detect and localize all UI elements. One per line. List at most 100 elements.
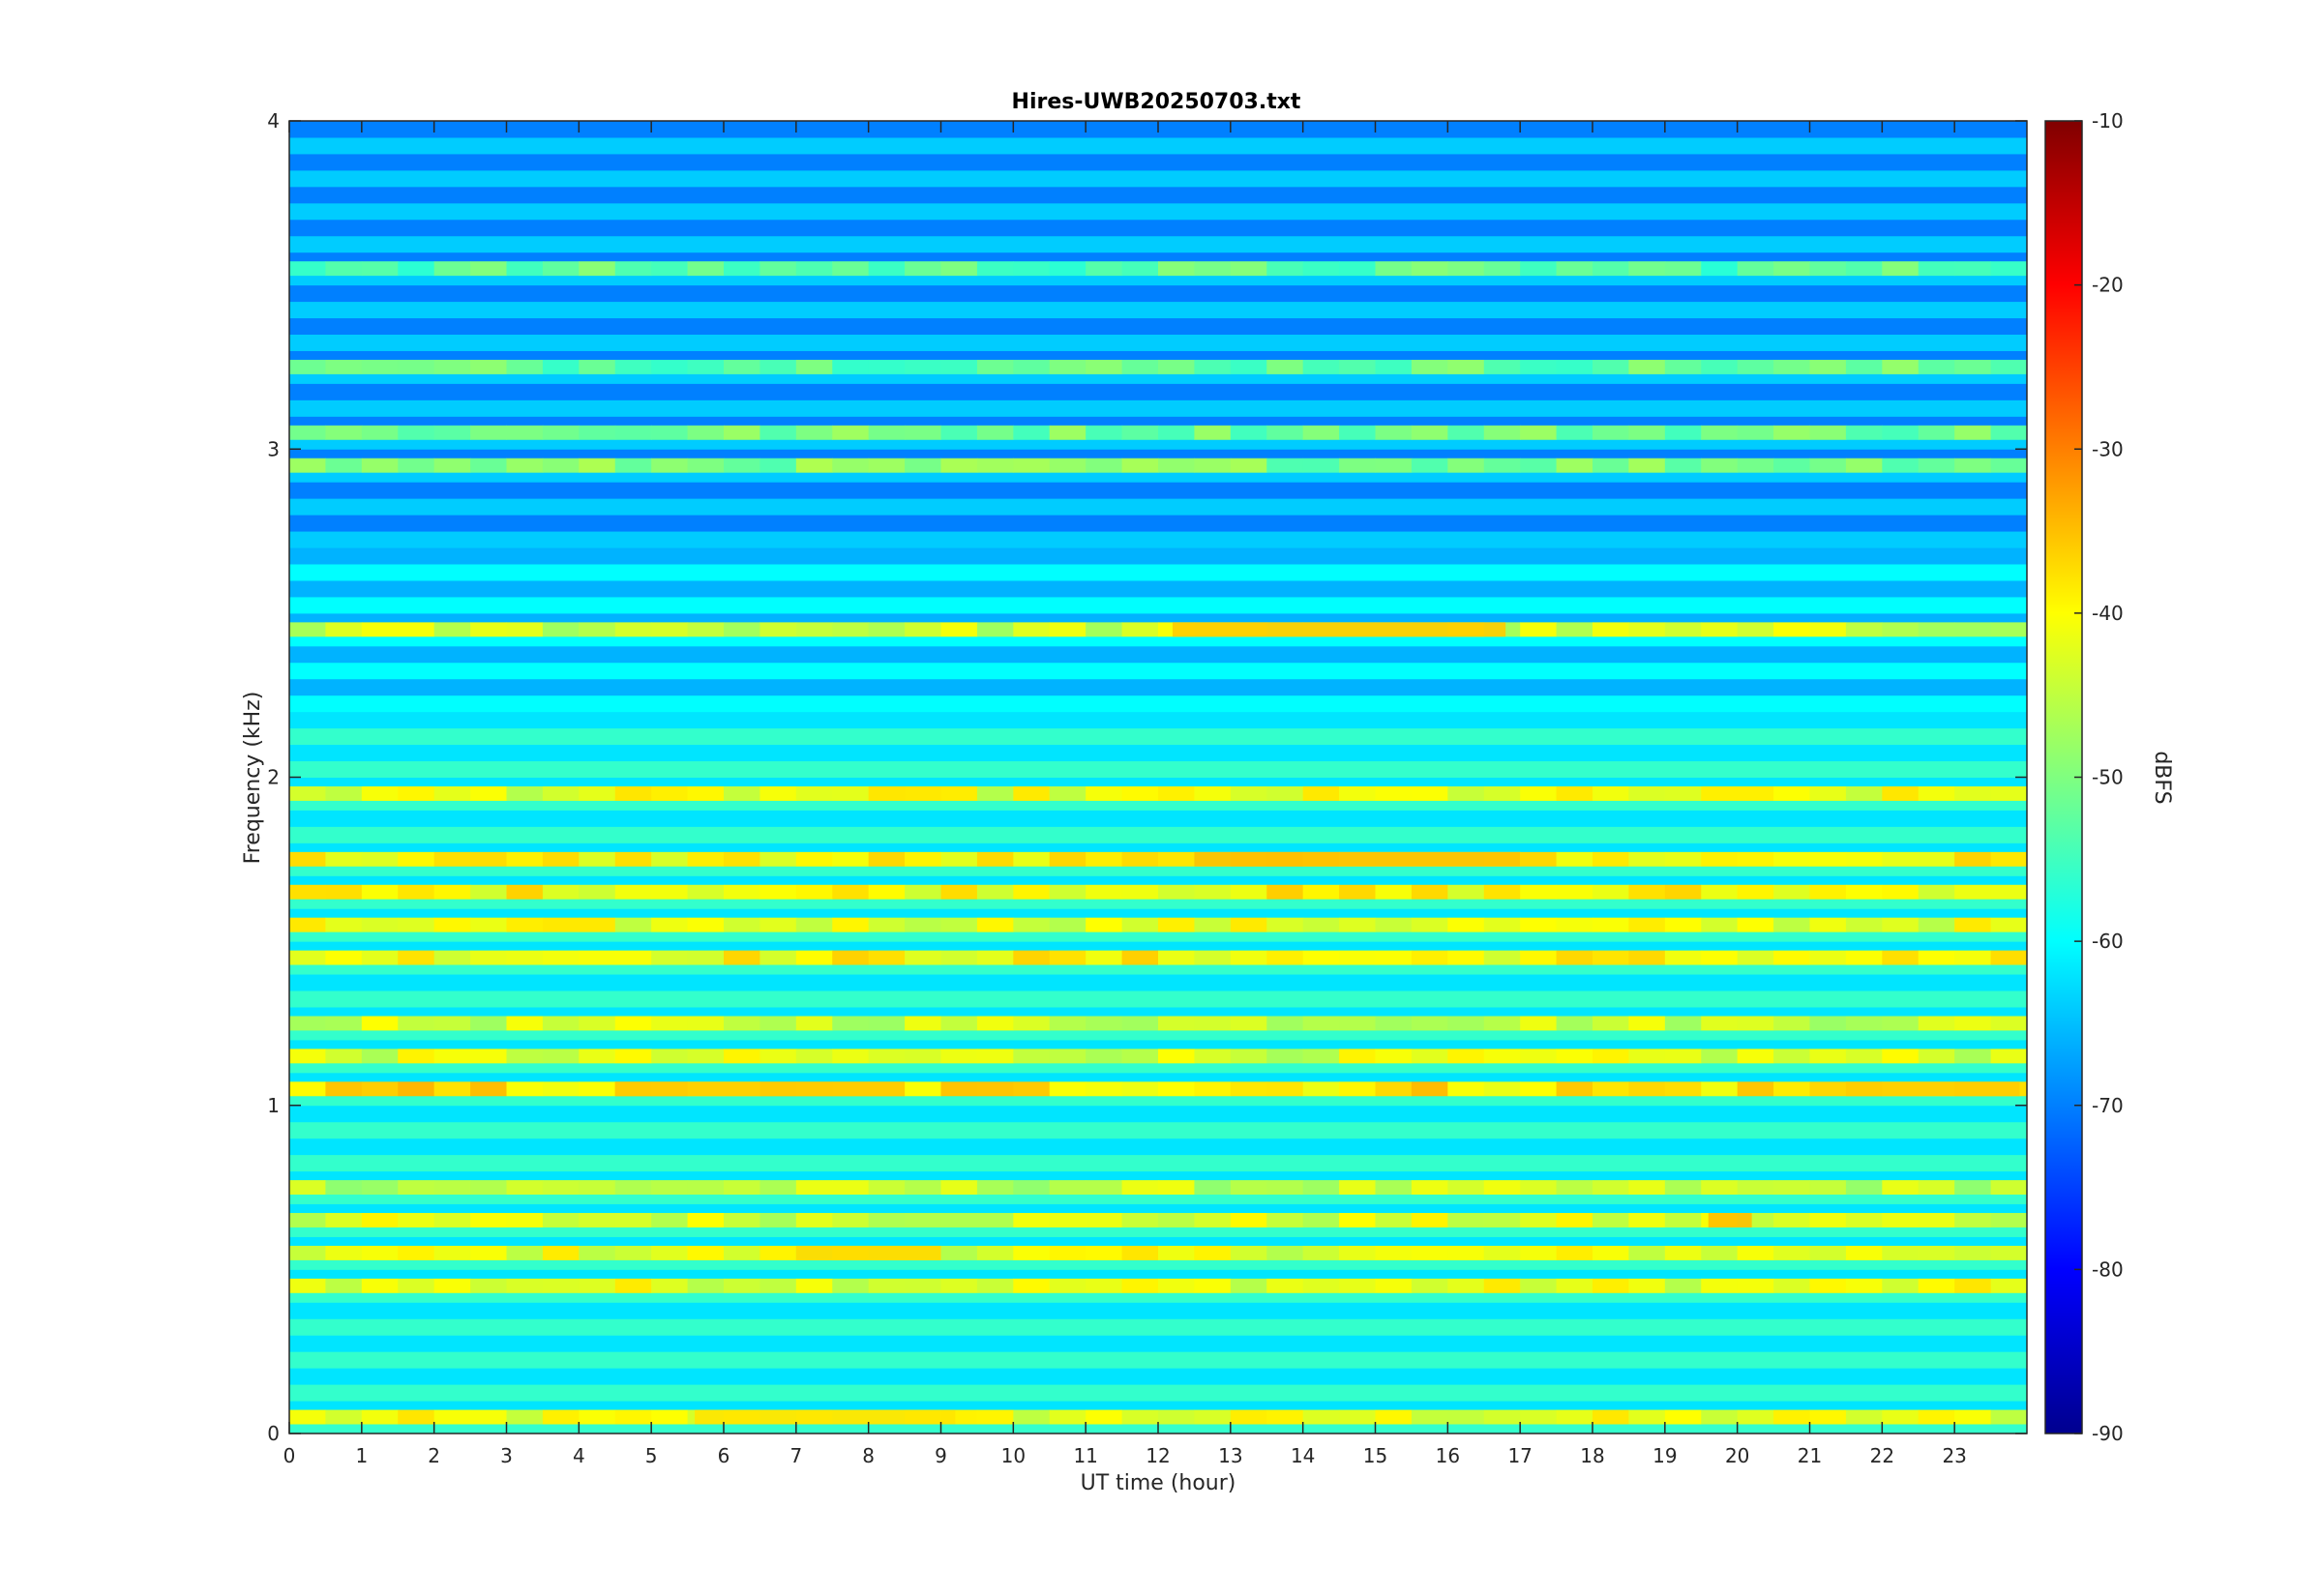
band-segment — [1447, 1081, 1485, 1097]
band-segment — [614, 1245, 652, 1260]
band-segment — [724, 950, 760, 965]
band-segment — [579, 1278, 616, 1293]
band-segment — [1375, 1278, 1413, 1293]
x-tick-label: 10 — [1001, 1444, 1026, 1467]
band-segment — [361, 1213, 399, 1227]
band-segment — [1121, 884, 1159, 900]
band-segment — [542, 1213, 580, 1227]
band-segment — [1266, 1081, 1304, 1097]
heat-row — [289, 515, 2027, 532]
band-segment — [1013, 1081, 1051, 1097]
band-segment — [1483, 458, 1521, 473]
band-segment — [1520, 1278, 1558, 1293]
band-segment — [1628, 1409, 1666, 1425]
band-segment — [1918, 851, 1955, 867]
band-segment — [1737, 950, 1774, 965]
band-segment — [759, 1049, 797, 1064]
band-segment — [1375, 785, 1413, 801]
band-segment — [724, 917, 760, 932]
heat-row — [289, 153, 2027, 171]
band-segment — [542, 359, 580, 374]
band-segment — [759, 261, 797, 277]
band-segment — [542, 458, 580, 473]
band-segment — [361, 458, 399, 473]
band-segment — [506, 1213, 544, 1227]
band-segment — [1954, 458, 1992, 473]
band-segment — [1520, 1213, 1558, 1227]
band-segment — [1954, 425, 1992, 440]
band-segment — [868, 1213, 906, 1227]
band-segment — [1593, 458, 1629, 473]
band-segment — [795, 884, 833, 900]
band-segment — [1593, 1049, 1629, 1064]
band-segment — [1049, 261, 1087, 277]
band-segment — [976, 851, 1014, 867]
band-segment — [1664, 917, 1702, 932]
band-segment — [1845, 1213, 1883, 1227]
band-segment — [361, 622, 399, 637]
band-segment — [1593, 851, 1629, 867]
band-segment — [1013, 458, 1051, 473]
band-segment — [579, 1180, 616, 1196]
band-segment — [1882, 950, 1920, 965]
band-segment — [868, 884, 906, 900]
band-segment — [1664, 785, 1702, 801]
band-segment — [651, 1409, 689, 1425]
heat-row — [289, 695, 2027, 713]
band-segment — [1121, 1278, 1159, 1293]
heat-row — [289, 169, 2027, 188]
band-segment — [1121, 1245, 1159, 1260]
band-segment — [1086, 1081, 1123, 1097]
band-segment — [940, 622, 978, 637]
band-segment — [1628, 1081, 1666, 1097]
band-segment — [724, 1245, 760, 1260]
band-segment — [1556, 785, 1593, 801]
band-segment — [1339, 1213, 1376, 1227]
band-segment — [1158, 1049, 1195, 1064]
band-segment — [1737, 458, 1774, 473]
band-segment — [832, 425, 870, 440]
band-segment — [1628, 851, 1666, 867]
heat-row — [289, 1335, 2027, 1352]
band-segment — [905, 1081, 941, 1097]
band-segment — [687, 622, 725, 637]
band-segment — [1483, 1016, 1521, 1031]
band-segment — [1664, 261, 1702, 277]
x-tick-label: 17 — [1507, 1444, 1532, 1467]
band-segment — [1447, 1278, 1485, 1293]
band-segment — [1121, 851, 1159, 867]
band-segment — [687, 1245, 725, 1260]
band-segment — [1266, 1409, 1304, 1425]
band-segment — [542, 622, 580, 637]
x-tick-label: 2 — [428, 1444, 440, 1467]
band-segment — [905, 1278, 941, 1293]
band-segment — [1737, 785, 1774, 801]
band-segment — [1339, 950, 1376, 965]
band-segment — [1664, 884, 1702, 900]
band-segment — [1158, 1245, 1195, 1260]
band-segment — [1013, 359, 1051, 374]
band-segment — [1593, 950, 1629, 965]
band-segment — [1194, 1081, 1232, 1097]
band-segment — [795, 1180, 833, 1196]
band-segment — [1664, 1180, 1702, 1196]
band-segment — [905, 359, 941, 374]
band-segment — [1013, 261, 1051, 277]
band-segment — [614, 261, 652, 277]
band-segment — [1701, 261, 1739, 277]
band-segment — [1230, 1409, 1267, 1425]
band-segment — [724, 851, 760, 867]
band-segment — [1593, 1180, 1629, 1196]
band-segment — [433, 1180, 471, 1196]
band-segment — [1882, 1409, 1920, 1425]
band-segment — [1121, 359, 1159, 374]
band-segment — [724, 359, 760, 374]
band-segment — [1302, 261, 1340, 277]
band-segment — [361, 785, 399, 801]
heat-row — [289, 662, 2027, 680]
band-segment — [325, 1180, 363, 1196]
band-segment — [940, 851, 978, 867]
y-tick-label: 1 — [267, 1094, 280, 1117]
band-segment — [1049, 950, 1087, 965]
